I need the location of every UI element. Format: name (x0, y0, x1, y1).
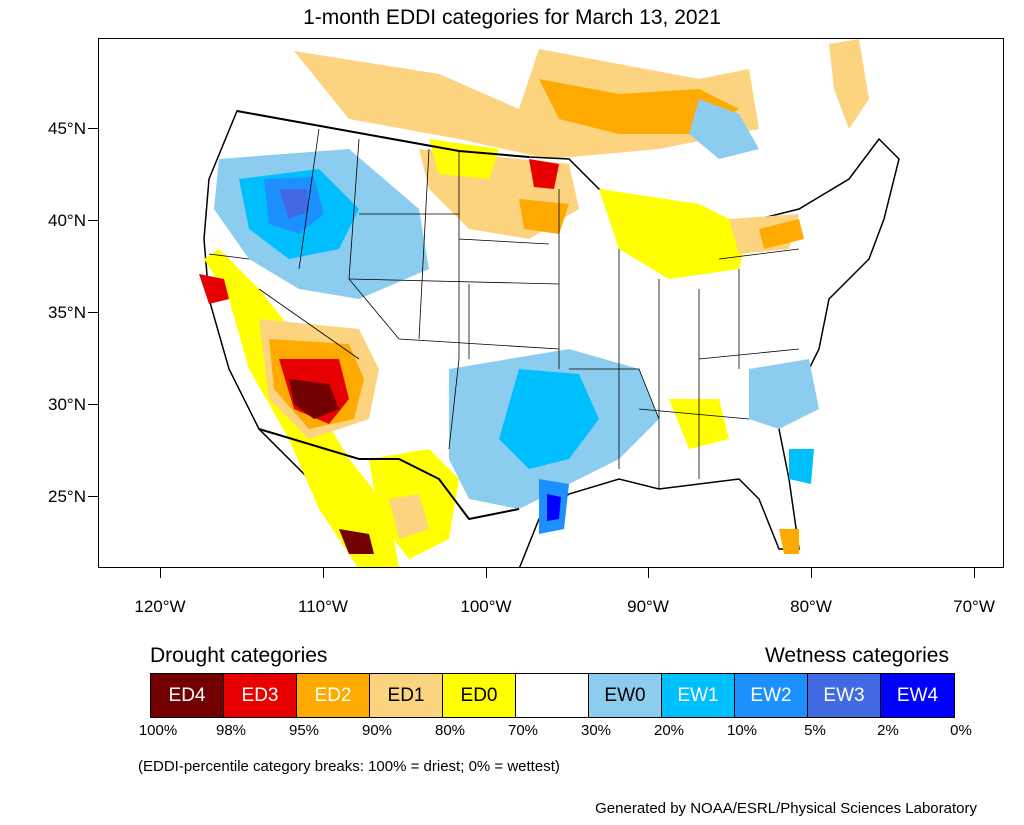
lon-label-110w: 110°W (298, 597, 348, 616)
legend-percentile-ticks: 100% 98% 95% 90% 80% 70% 30% 20% 10% 5% 2% 0% (139, 722, 972, 742)
legend-tick-label: 90% (361, 722, 393, 739)
legend-note: (EDDI-percentile category breaks: 100% =… (138, 758, 560, 775)
lon-tick (974, 568, 975, 578)
legend-color-bar: ED4 ED3 ED2 ED1 ED0 EW0 EW1 EW2 EW3 EW4 (150, 673, 955, 718)
eddi-shading (199, 139, 819, 567)
map-canvas (199, 39, 900, 567)
lat-label-45: 45°N (48, 119, 86, 138)
legend-box-ew0: EW0 (589, 674, 662, 717)
lat-label-40: 40°N (48, 211, 86, 230)
lat-label-35: 35°N (48, 303, 86, 322)
lon-label-120w: 120°W (134, 597, 186, 616)
legend-box-ew1: EW1 (662, 674, 735, 717)
legend-box-normal (516, 674, 589, 717)
legend-box-ed1: ED1 (370, 674, 443, 717)
canada-fill (294, 39, 869, 159)
legend-tick-label: 2% (877, 722, 899, 739)
legend-tick-label: 30% (580, 722, 612, 739)
lon-tick (486, 568, 487, 578)
credit-line: Generated by NOAA/ESRL/Physical Sciences… (595, 800, 977, 817)
legend-box-ew3: EW3 (808, 674, 881, 717)
lat-label-25: 25°N (48, 487, 86, 506)
lat-label-30: 30°N (48, 395, 86, 414)
legend-box-ed0: ED0 (443, 674, 516, 717)
legend-tick-label: 95% (288, 722, 320, 739)
lon-tick (648, 568, 649, 578)
legend-tick-label: 70% (507, 722, 539, 739)
legend-box-ed2: ED2 (297, 674, 370, 717)
lat-tick (88, 496, 98, 497)
legend-box-ew2: EW2 (735, 674, 808, 717)
legend-tick-label: 10% (726, 722, 758, 739)
lon-label-70w: 70°W (953, 597, 995, 616)
lat-tick (88, 220, 98, 221)
legend-tick-label: 100% (138, 722, 178, 739)
map-title: 1-month EDDI categories for March 13, 20… (303, 6, 721, 29)
state-boundaries (208, 128, 800, 489)
lat-tick (88, 312, 98, 313)
lat-tick (88, 128, 98, 129)
lat-tick (88, 404, 98, 405)
lon-label-100w: 100°W (460, 597, 512, 616)
lon-label-90w: 90°W (627, 597, 669, 616)
lon-tick (160, 568, 161, 578)
legend-tick-label: 5% (804, 722, 826, 739)
legend-tick-label: 98% (215, 722, 247, 739)
country-borders (236, 110, 530, 521)
lon-tick (323, 568, 324, 578)
drought-heading: Drought categories (150, 644, 328, 667)
eddi-map (98, 38, 1004, 568)
legend-tick-label: 80% (434, 722, 466, 739)
legend-box-ed3: ED3 (224, 674, 297, 717)
legend-tick-label: 0% (950, 722, 972, 739)
legend-box-ew4: EW4 (881, 674, 954, 717)
legend-box-ed4: ED4 (151, 674, 224, 717)
lon-label-80w: 80°W (790, 597, 832, 616)
wetness-heading: Wetness categories (764, 644, 949, 667)
legend-tick-label: 20% (653, 722, 685, 739)
lon-tick (811, 568, 812, 578)
